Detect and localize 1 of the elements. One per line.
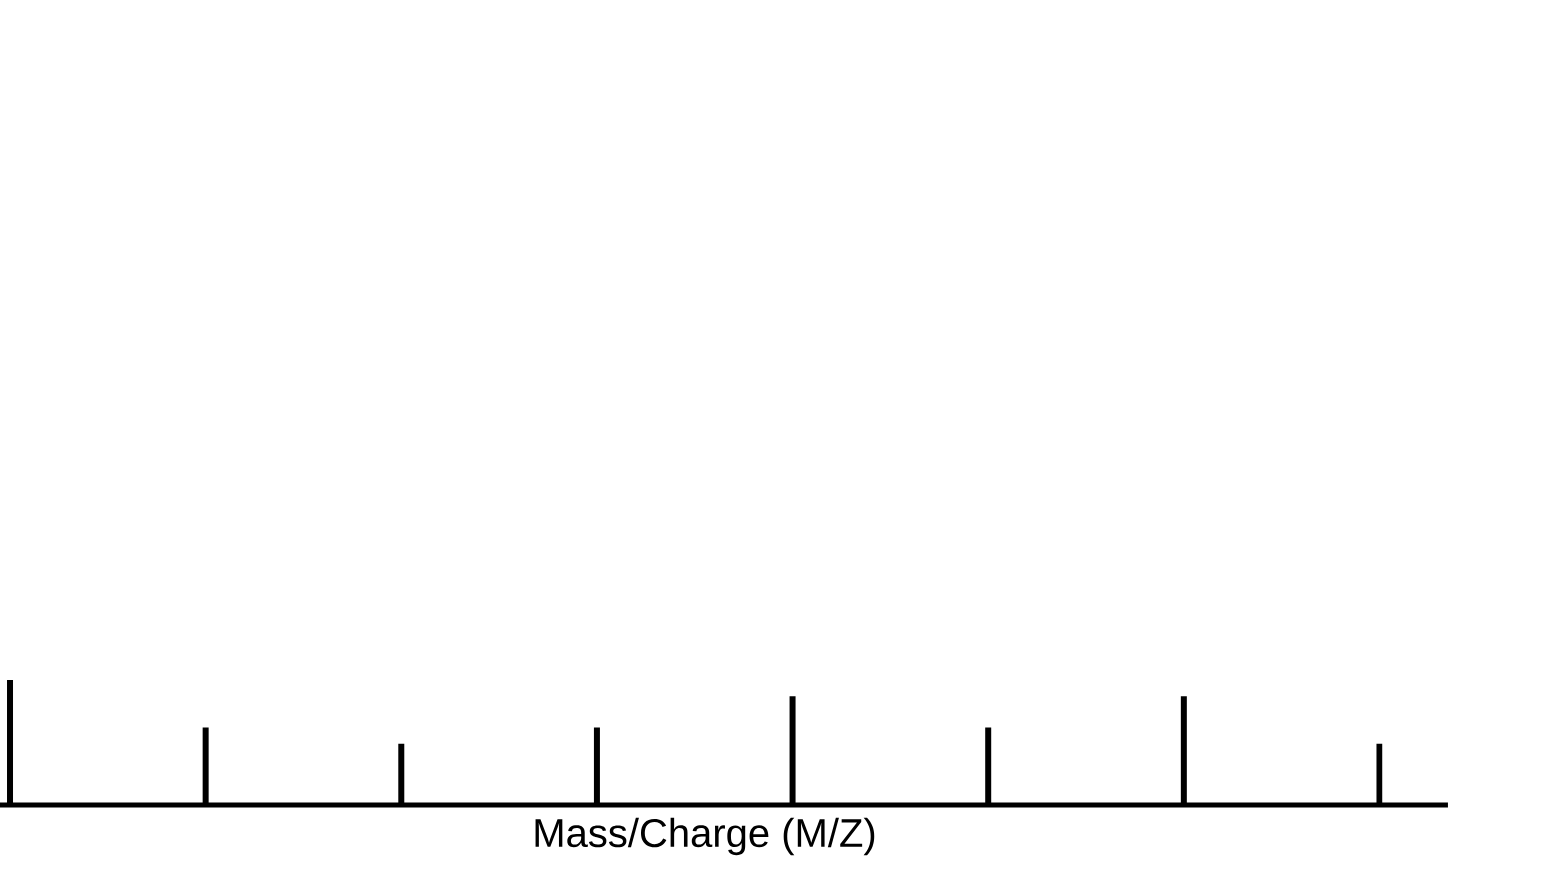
x-axis-title: Mass/Charge (M/Z) [535,817,875,856]
